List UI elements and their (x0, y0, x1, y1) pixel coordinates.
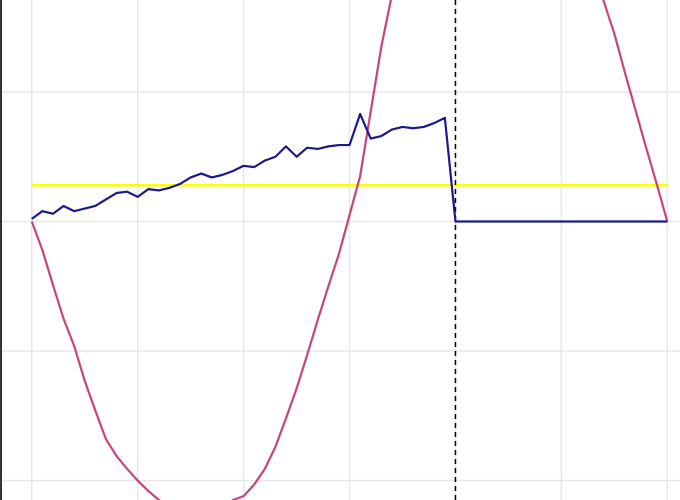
left-spine (0, 0, 2, 500)
series-line (31, 112, 668, 223)
series-line (30, 0, 669, 500)
